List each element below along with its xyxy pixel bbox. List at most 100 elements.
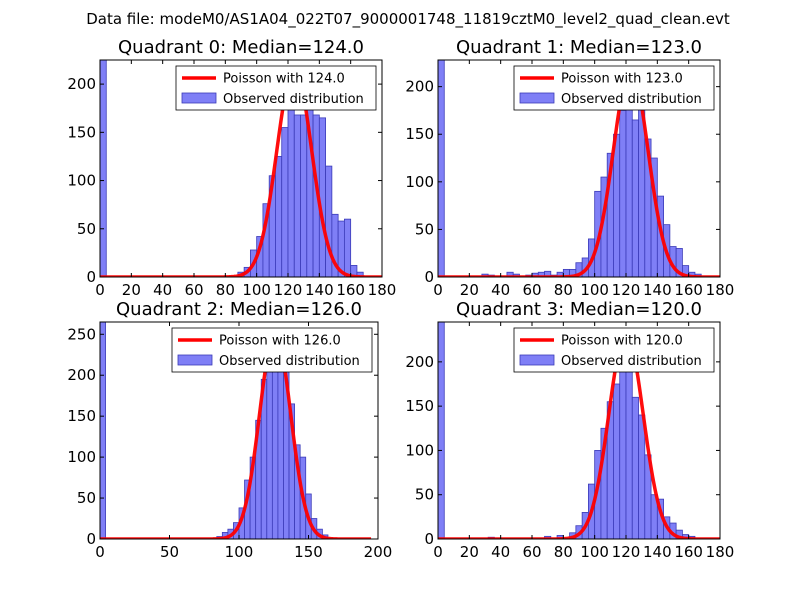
x-tick-label: 180 bbox=[368, 281, 397, 299]
plot-area-2 bbox=[100, 322, 373, 539]
histogram-bar bbox=[266, 358, 273, 539]
chart-title: Quadrant 3: Median=120.0 bbox=[456, 299, 702, 320]
x-tick-label: 20 bbox=[122, 281, 141, 299]
x-tick-label: 40 bbox=[491, 281, 510, 299]
y-tick-label: 150 bbox=[67, 123, 96, 141]
y-tick-label: 200 bbox=[67, 366, 96, 384]
chart-title: Quadrant 1: Median=123.0 bbox=[456, 37, 702, 58]
x-tick-label: 120 bbox=[274, 281, 303, 299]
x-tick-label: 100 bbox=[242, 281, 271, 299]
chart-title: Quadrant 2: Median=126.0 bbox=[116, 299, 362, 320]
histogram-bar bbox=[325, 165, 333, 277]
y-tick-label: 50 bbox=[77, 220, 96, 238]
axes-frame bbox=[99, 59, 383, 278]
axes-frame bbox=[437, 59, 721, 278]
x-tick-label: 140 bbox=[643, 281, 672, 299]
x-tick-label: 140 bbox=[643, 543, 672, 561]
x-tick-label: 160 bbox=[674, 281, 703, 299]
x-tick-label: 40 bbox=[491, 543, 510, 561]
x-tick-label: 0 bbox=[95, 281, 105, 299]
x-tick-label: 150 bbox=[294, 543, 323, 561]
histogram-bar bbox=[631, 119, 639, 277]
x-tick-label: 140 bbox=[305, 281, 334, 299]
x-tick-label: 20 bbox=[460, 543, 479, 561]
y-tick-label: 100 bbox=[405, 173, 434, 191]
x-tick-label: 0 bbox=[433, 543, 443, 561]
histogram-bar bbox=[318, 117, 327, 277]
histogram-bar bbox=[343, 218, 352, 277]
histogram-bar bbox=[619, 370, 627, 539]
legend-hist-label: Observed distribution bbox=[561, 92, 702, 107]
poisson-curve bbox=[100, 65, 382, 277]
y-tick-label: 0 bbox=[86, 530, 96, 548]
histogram-bar bbox=[638, 414, 646, 539]
x-tick-label: 60 bbox=[184, 281, 203, 299]
y-tick-label: 100 bbox=[405, 441, 434, 459]
x-tick-label: 50 bbox=[160, 543, 179, 561]
histogram-bar bbox=[613, 383, 621, 539]
chart-legend: Poisson with 120.0 Observed distribution bbox=[513, 327, 715, 373]
histogram-bar bbox=[293, 114, 301, 277]
y-tick-label: 0 bbox=[424, 530, 434, 548]
chart-legend: Poisson with 124.0 Observed distribution bbox=[175, 65, 377, 111]
legend-hist-swatch bbox=[519, 354, 555, 366]
chart-panel-0: Quadrant 0: Median=124.00 20 40 60 80 100 120 1… bbox=[67, 37, 396, 299]
chart-panel-3: Quadrant 3: Median=120.00 20 40 60 80 100 120 1… bbox=[405, 299, 734, 561]
x-tick-label: 60 bbox=[522, 543, 541, 561]
histogram-bar bbox=[350, 265, 358, 277]
y-tick-label: 50 bbox=[415, 220, 434, 238]
x-tick-label: 80 bbox=[554, 543, 573, 561]
y-tick-label: 50 bbox=[415, 486, 434, 504]
chart-panel-2: Quadrant 2: Median=126.0 0 50 100 150 200 0 50 1… bbox=[67, 299, 392, 561]
poisson-curve bbox=[100, 330, 373, 539]
poisson-curve bbox=[438, 331, 720, 539]
legend-line-label: Poisson with 124.0 bbox=[223, 72, 345, 87]
histogram-bar bbox=[619, 110, 627, 277]
x-tick-label: 180 bbox=[706, 281, 735, 299]
plot-area-3 bbox=[438, 322, 720, 539]
legend-line-label: Poisson with 120.0 bbox=[561, 334, 683, 349]
x-tick-label: 160 bbox=[336, 281, 365, 299]
x-tick-label: 80 bbox=[216, 281, 235, 299]
x-tick-label: 200 bbox=[364, 543, 393, 561]
histogram-bar bbox=[631, 396, 639, 539]
legend-hist-label: Observed distribution bbox=[223, 92, 364, 107]
histogram-bar bbox=[438, 322, 445, 539]
x-tick-label: 0 bbox=[433, 281, 443, 299]
histogram-bar bbox=[675, 248, 683, 277]
y-tick-label: 50 bbox=[77, 489, 96, 507]
legend-hist-label: Observed distribution bbox=[219, 354, 360, 369]
x-tick-label: 20 bbox=[460, 281, 479, 299]
x-tick-label: 180 bbox=[706, 543, 735, 561]
y-tick-label: 250 bbox=[67, 325, 96, 343]
figure-suptitle: Data file: modeM0/AS1A04_022T07_90000017… bbox=[86, 10, 730, 29]
poisson-curve bbox=[438, 66, 720, 277]
x-tick-label: 60 bbox=[522, 281, 541, 299]
y-tick-label: 150 bbox=[405, 397, 434, 415]
y-tick-label: 0 bbox=[424, 268, 434, 286]
x-tick-label: 100 bbox=[580, 543, 609, 561]
y-tick-label: 100 bbox=[67, 448, 96, 466]
histogram-bar bbox=[271, 370, 279, 539]
histogram-bar bbox=[625, 86, 633, 277]
y-tick-label: 200 bbox=[405, 353, 434, 371]
legend-line-label: Poisson with 123.0 bbox=[561, 72, 683, 87]
chart-title: Quadrant 0: Median=124.0 bbox=[118, 37, 364, 58]
x-tick-label: 0 bbox=[95, 543, 105, 561]
legend-hist-swatch bbox=[177, 354, 213, 366]
legend-hist-label: Observed distribution bbox=[561, 354, 702, 369]
histogram-bar bbox=[100, 322, 106, 539]
y-tick-label: 100 bbox=[67, 172, 96, 190]
x-tick-label: 160 bbox=[674, 543, 703, 561]
x-tick-label: 100 bbox=[580, 281, 609, 299]
histogram-bar bbox=[613, 133, 621, 277]
plot-area-0 bbox=[100, 60, 382, 277]
histogram-bar bbox=[682, 265, 690, 277]
chart-panel-1: Quadrant 1: Median=123.00 20 40 60 80 100 120 1… bbox=[405, 37, 734, 299]
x-tick-label: 120 bbox=[612, 281, 641, 299]
histogram-bar bbox=[100, 60, 107, 277]
axes-frame bbox=[437, 321, 721, 540]
legend-hist-swatch bbox=[519, 92, 555, 104]
y-tick-label: 200 bbox=[67, 75, 96, 93]
legend-line-label: Poisson with 126.0 bbox=[219, 334, 341, 349]
